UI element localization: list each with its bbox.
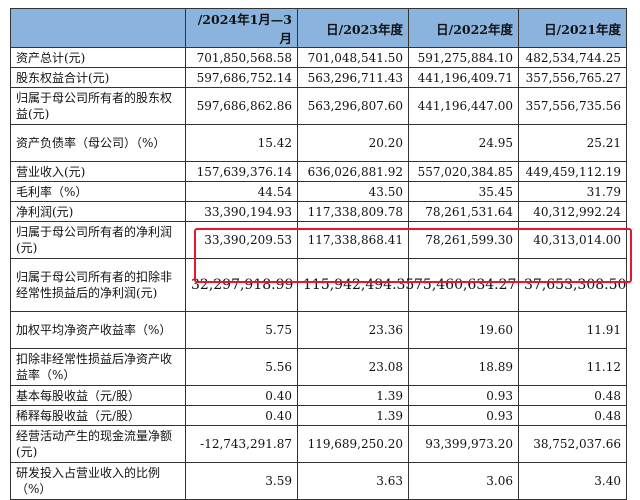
value-cell: 1.39 <box>297 385 409 406</box>
value-cell: 3.06 <box>408 462 519 500</box>
value-cell: 0.48 <box>518 385 627 406</box>
value-cell: 38,752,037.66 <box>518 425 627 463</box>
header-cell: 日/2022年度 <box>408 8 519 48</box>
financial-table-container: /2024年1月—3月 日/2023年度 日/2022年度 日/2021年度 资… <box>10 8 627 500</box>
value-cell: 701,048,541.50 <box>297 47 409 68</box>
value-cell: 23.08 <box>297 348 409 386</box>
value-cell: 3.63 <box>297 462 409 500</box>
row-label: 资产负债率（母公司）（%） <box>10 124 186 162</box>
value-cell: 119,689,250.20 <box>297 425 409 463</box>
row-label: 股东权益合计(元) <box>10 67 186 88</box>
value-cell: 33,390,209.53 <box>185 221 298 259</box>
table-row: 资产负债率（母公司）（%） 15.42 20.20 24.95 25.21 <box>10 124 627 162</box>
value-cell: 43.50 <box>297 181 409 202</box>
value-cell: 0.40 <box>185 385 298 406</box>
header-cell: 日/2023年度 <box>297 8 409 48</box>
value-cell: 11.91 <box>518 311 627 349</box>
row-label: 经营活动产生的现金流量净额(元) <box>10 425 186 463</box>
row-label: 扣除非经常性损益后净资产收益率（%） <box>10 348 186 386</box>
value-cell: 35.45 <box>408 181 519 202</box>
value-cell: 701,850,568.58 <box>185 47 298 68</box>
value-cell: 24.95 <box>408 124 519 162</box>
table-row: 研发投入占营业收入的比例（%） 3.59 3.63 3.06 3.40 <box>10 462 627 500</box>
value-cell: 117,338,809.78 <box>297 201 409 222</box>
value-cell: 5.75 <box>185 311 298 349</box>
value-cell: 78,261,531.64 <box>408 201 519 222</box>
row-label: 归属于母公司所有者的扣除非经常性损益后的净利润(元) <box>10 258 186 312</box>
value-cell: 18.89 <box>408 348 519 386</box>
value-cell: 32,297,918.99 <box>185 258 298 312</box>
value-cell: 357,556,765.27 <box>518 67 627 88</box>
row-label: 加权平均净资产收益率（%） <box>10 311 186 349</box>
table-row: 营业收入(元) 157,639,376.14 636,026,881.92 557,0… <box>10 161 627 182</box>
value-cell: 0.40 <box>185 405 298 426</box>
value-cell: 157,639,376.14 <box>185 161 298 182</box>
value-cell: 482,534,744.25 <box>518 47 627 68</box>
value-cell: 25.21 <box>518 124 627 162</box>
row-label: 归属于母公司所有者的股东权益(元) <box>10 87 186 125</box>
value-cell: 0.48 <box>518 405 627 426</box>
value-cell: 636,026,881.92 <box>297 161 409 182</box>
row-label: 基本每股收益（元/股） <box>10 385 186 406</box>
row-label: 净利润(元) <box>10 201 186 222</box>
table-row: 经营活动产生的现金流量净额(元) -12,743,291.87 119,689,25… <box>10 425 627 463</box>
header-cell <box>10 8 186 48</box>
value-cell: 1.39 <box>297 405 409 426</box>
table-header-row: /2024年1月—3月 日/2023年度 日/2022年度 日/2021年度 <box>10 8 627 48</box>
value-cell: 563,296,711.43 <box>297 67 409 88</box>
value-cell: 0.93 <box>408 405 519 426</box>
row-label: 归属于母公司所有者的净利润(元) <box>10 221 186 259</box>
financial-summary-table: /2024年1月—3月 日/2023年度 日/2022年度 日/2021年度 资… <box>10 8 627 500</box>
value-cell: 563,296,807.60 <box>297 87 409 125</box>
value-cell: 3.59 <box>185 462 298 500</box>
table-body: 资产总计(元) 701,850,568.58 701,048,541.50 591,2… <box>10 47 627 500</box>
row-label: 稀释每股收益（元/股） <box>10 405 186 426</box>
value-cell: 357,556,735.56 <box>518 87 627 125</box>
value-cell: 11.12 <box>518 348 627 386</box>
header-cell: /2024年1月—3月 <box>185 8 298 48</box>
value-cell: 44.54 <box>185 181 298 202</box>
value-cell: 40,313,014.00 <box>518 221 627 259</box>
table-row: 归属于母公司所有者的扣除非经常性损益后的净利润(元) 32,297,918.99 1… <box>10 258 627 312</box>
value-cell: 441,196,409.71 <box>408 67 519 88</box>
value-cell: 115,942,494.35 <box>297 258 414 312</box>
value-cell: 557,020,384.85 <box>408 161 519 182</box>
table-row: 加权平均净资产收益率（%） 5.75 23.36 19.60 11.91 <box>10 311 627 349</box>
row-label: 研发投入占营业收入的比例（%） <box>10 462 186 500</box>
value-cell: 597,686,752.14 <box>185 67 298 88</box>
row-label: 资产总计(元) <box>10 47 186 68</box>
value-cell: -12,743,291.87 <box>185 425 298 463</box>
value-cell: 15.42 <box>185 124 298 162</box>
value-cell: 40,312,992.24 <box>518 201 627 222</box>
value-cell: 37,653,308.50 <box>518 258 627 312</box>
table-row: 股东权益合计(元) 597,686,752.14 563,296,711.43 441… <box>10 67 627 88</box>
table-row: 稀释每股收益（元/股） 0.40 1.39 0.93 0.48 <box>10 405 627 426</box>
value-cell: 441,196,447.00 <box>408 87 519 125</box>
value-cell: 591,275,884.10 <box>408 47 519 68</box>
value-cell: 31.79 <box>518 181 627 202</box>
value-cell: 449,459,112.19 <box>518 161 627 182</box>
value-cell: 33,390,194.93 <box>185 201 298 222</box>
value-cell: 75,460,634.27 <box>408 258 519 312</box>
value-cell: 117,338,868.41 <box>297 221 409 259</box>
row-label: 营业收入(元) <box>10 161 186 182</box>
value-cell: 78,261,599.30 <box>408 221 519 259</box>
table-row: 毛利率（%） 44.54 43.50 35.45 31.79 <box>10 181 627 202</box>
table-row: 归属于母公司所有者的净利润(元) 33,390,209.53 117,338,868… <box>10 221 627 259</box>
table-row: 净利润(元) 33,390,194.93 117,338,809.78 78,261,… <box>10 201 627 222</box>
table-row: 资产总计(元) 701,850,568.58 701,048,541.50 591,2… <box>10 47 627 68</box>
row-label: 毛利率（%） <box>10 181 186 202</box>
value-cell: 23.36 <box>297 311 409 349</box>
value-cell: 19.60 <box>408 311 519 349</box>
value-cell: 5.56 <box>185 348 298 386</box>
value-cell: 3.40 <box>518 462 627 500</box>
value-cell: 597,686,862.86 <box>185 87 298 125</box>
value-cell: 0.93 <box>408 385 519 406</box>
table-row: 扣除非经常性损益后净资产收益率（%） 5.56 23.08 18.89 11.12 <box>10 348 627 386</box>
header-cell: 日/2021年度 <box>518 8 627 48</box>
table-row: 基本每股收益（元/股） 0.40 1.39 0.93 0.48 <box>10 385 627 406</box>
value-cell: 20.20 <box>297 124 409 162</box>
value-cell: 93,399,973.20 <box>408 425 519 463</box>
table-row: 归属于母公司所有者的股东权益(元) 597,686,862.86 563,296,8… <box>10 87 627 125</box>
